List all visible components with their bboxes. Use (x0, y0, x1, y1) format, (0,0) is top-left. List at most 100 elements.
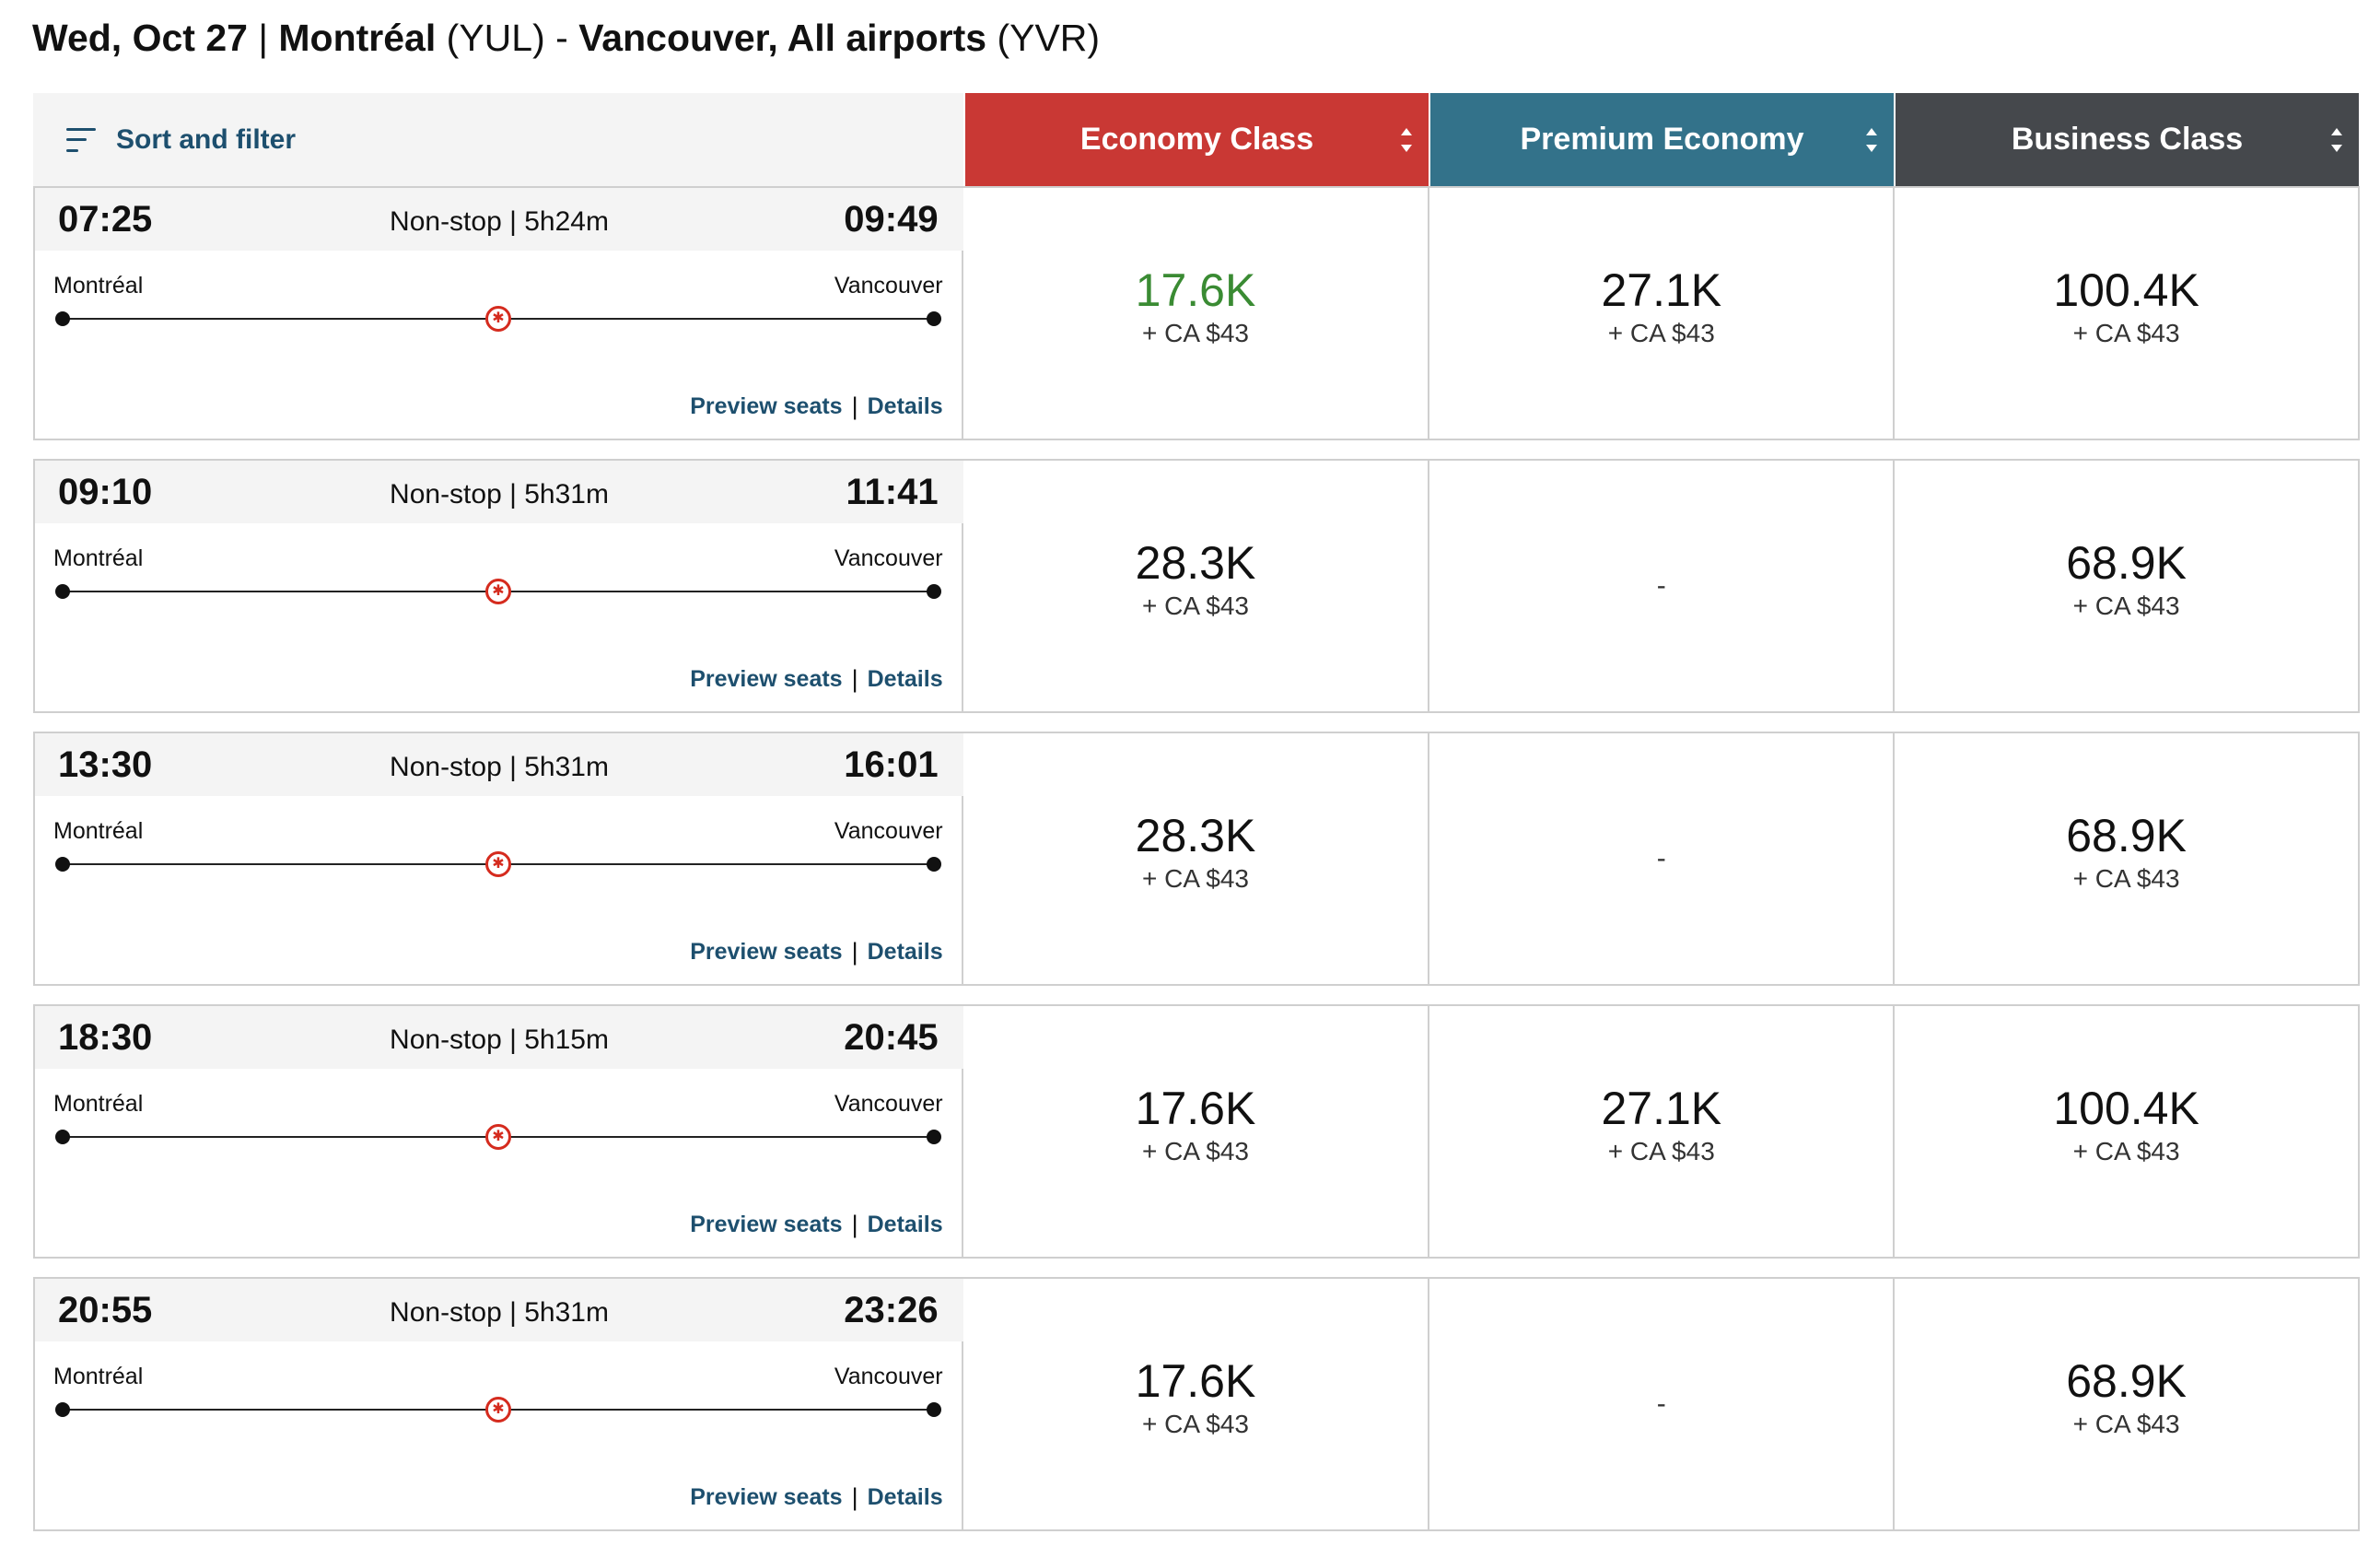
time-band (35, 1279, 963, 1341)
arrival-time: 20:45 (844, 1017, 939, 1058)
flight-links: Preview seats | Details (690, 665, 942, 694)
flight-links: Preview seats | Details (690, 1483, 942, 1512)
fare-cell-economy[interactable]: 17.6K + CA $43 (962, 188, 1429, 439)
departure-time: 07:25 (58, 199, 153, 240)
page-title: Wed, Oct 27 | Montréal (YUL) - Vancouver… (32, 17, 1100, 60)
route-end-dot (926, 1402, 941, 1417)
route-end-dot (926, 857, 941, 872)
origin-city: Montréal (53, 1091, 144, 1117)
cabin-label: Business Class (2011, 122, 2244, 157)
time-band (35, 461, 963, 523)
results-header: Sort and filter Economy Class Premium Ec… (33, 93, 2360, 186)
fare-cell-premium-economy[interactable]: 27.1K + CA $43 (1428, 188, 1894, 439)
details-link[interactable]: Details (867, 1212, 943, 1237)
cabin-header-business[interactable]: Business Class (1894, 93, 2359, 186)
sort-filter-icon (66, 127, 98, 152)
origin-city: Montréal (53, 818, 144, 844)
flight-duration: Non-stop | 5h31m (390, 1297, 609, 1328)
maple-leaf-icon: ✱ (485, 851, 511, 877)
sort-arrows-icon (1864, 126, 1879, 154)
fare-cell-business[interactable]: 68.9K + CA $43 (1893, 1279, 2358, 1529)
fare-tax: + CA $43 (1142, 319, 1249, 347)
fare-points: 68.9K (2066, 537, 2187, 589)
departure-time: 20:55 (58, 1290, 153, 1330)
fare-points: 68.9K (2066, 1355, 2187, 1407)
route-start-dot (55, 584, 70, 599)
title-destination-city: Vancouver, All airports (578, 17, 987, 59)
fare-points: 17.6K (1135, 264, 1256, 316)
time-band (35, 188, 963, 251)
flight-links: Preview seats | Details (690, 1211, 942, 1239)
flight-row: 09:10 Non-stop | 5h31m 11:41 Montréal Va… (33, 459, 2360, 713)
fare-unavailable: - (1656, 570, 1666, 601)
details-link[interactable]: Details (867, 666, 943, 692)
flight-info: 20:55 Non-stop | 5h31m 23:26 Montréal Va… (35, 1279, 963, 1529)
flight-info: 07:25 Non-stop | 5h24m 09:49 Montréal Va… (35, 188, 963, 439)
maple-leaf-icon: ✱ (485, 1397, 511, 1423)
fare-cell-economy[interactable]: 17.6K + CA $43 (962, 1279, 1429, 1529)
maple-leaf-icon: ✱ (485, 1124, 511, 1150)
title-dash: - (555, 17, 568, 59)
fare-cell-business[interactable]: 100.4K + CA $43 (1893, 1006, 2358, 1257)
preview-seats-link[interactable]: Preview seats (690, 1484, 843, 1510)
flight-info: 09:10 Non-stop | 5h31m 11:41 Montréal Va… (35, 461, 963, 711)
fare-cell-economy[interactable]: 17.6K + CA $43 (962, 1006, 1429, 1257)
route-end-dot (926, 311, 941, 326)
fare-cell-premium-economy[interactable]: 27.1K + CA $43 (1428, 1006, 1894, 1257)
flight-links: Preview seats | Details (690, 938, 942, 966)
fare-points: 17.6K (1135, 1083, 1256, 1134)
preview-seats-link[interactable]: Preview seats (690, 666, 843, 692)
fare-points: 100.4K (2053, 264, 2199, 316)
preview-seats-link[interactable]: Preview seats (690, 939, 843, 965)
flight-duration: Non-stop | 5h24m (390, 206, 609, 237)
maple-leaf-icon: ✱ (485, 579, 511, 604)
origin-city: Montréal (53, 273, 144, 299)
fare-tax: + CA $43 (2072, 591, 2180, 620)
title-origin-code: (YUL) (446, 17, 545, 59)
flight-info: 18:30 Non-stop | 5h15m 20:45 Montréal Va… (35, 1006, 963, 1257)
details-link[interactable]: Details (867, 1484, 943, 1510)
sort-filter-label: Sort and filter (116, 123, 297, 155)
fare-tax: + CA $43 (2072, 1137, 2180, 1165)
fare-unavailable: - (1656, 1388, 1666, 1419)
destination-city: Vancouver (834, 818, 943, 844)
fare-cell-business[interactable]: 68.9K + CA $43 (1893, 733, 2358, 984)
fare-cell-business[interactable]: 100.4K + CA $43 (1893, 188, 2358, 439)
preview-seats-link[interactable]: Preview seats (690, 1212, 843, 1237)
arrival-time: 09:49 (844, 199, 939, 240)
fare-cell-economy[interactable]: 28.3K + CA $43 (962, 461, 1429, 711)
title-separator: | (258, 17, 268, 59)
sort-arrows-icon (1399, 126, 1414, 154)
preview-seats-link[interactable]: Preview seats (690, 393, 843, 419)
destination-city: Vancouver (834, 273, 943, 299)
fare-points: 28.3K (1135, 537, 1256, 589)
route-end-dot (926, 584, 941, 599)
fare-cell-business[interactable]: 68.9K + CA $43 (1893, 461, 2358, 711)
fare-tax: + CA $43 (1142, 1410, 1249, 1438)
sort-arrows-icon (2329, 126, 2344, 154)
fare-tax: + CA $43 (1142, 591, 1249, 620)
origin-city: Montréal (53, 1364, 144, 1389)
details-link[interactable]: Details (867, 393, 943, 419)
flight-info: 13:30 Non-stop | 5h31m 16:01 Montréal Va… (35, 733, 963, 984)
cabin-header-economy[interactable]: Economy Class (963, 93, 1429, 186)
route-end-dot (926, 1130, 941, 1144)
route-start-dot (55, 857, 70, 872)
link-separator: | (851, 665, 858, 693)
fare-points: 27.1K (1601, 264, 1722, 316)
cabin-header-premium-economy[interactable]: Premium Economy (1429, 93, 1894, 186)
sort-filter-button[interactable]: Sort and filter (33, 93, 963, 186)
arrival-time: 16:01 (844, 744, 939, 785)
destination-city: Vancouver (834, 545, 943, 571)
details-link[interactable]: Details (867, 939, 943, 965)
flight-duration: Non-stop | 5h15m (390, 1025, 609, 1055)
route-start-dot (55, 1402, 70, 1417)
cabin-label: Economy Class (1079, 122, 1314, 157)
route-start-dot (55, 311, 70, 326)
cabin-label: Premium Economy (1520, 122, 1804, 157)
fare-cell-economy[interactable]: 28.3K + CA $43 (962, 733, 1429, 984)
fare-cell-premium-economy: - (1428, 461, 1894, 711)
fare-tax: + CA $43 (1142, 864, 1249, 893)
destination-city: Vancouver (834, 1091, 943, 1117)
time-band (35, 733, 963, 796)
